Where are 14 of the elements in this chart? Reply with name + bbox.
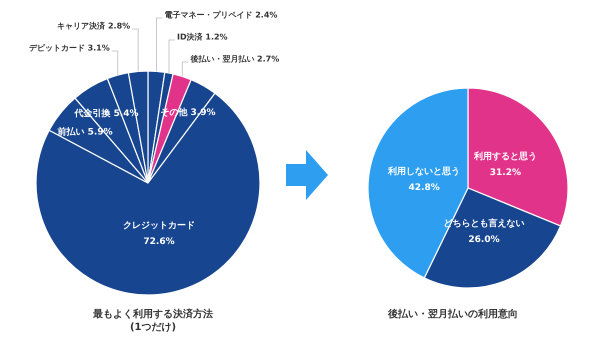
slice-label: ID決済 1.2%	[176, 32, 228, 42]
slice-label: デビットカード 3.1%	[28, 44, 110, 52]
slice-label: クレジットカード	[122, 221, 195, 232]
data-label: 72.6%	[143, 237, 175, 248]
slice-label: 電子マネー・プリペイド 2.4%	[164, 10, 278, 20]
data-label: 42.8%	[408, 182, 440, 193]
slice-label: 利用しないと思う	[387, 166, 460, 177]
slice-label: 利用すると思う	[472, 150, 537, 162]
slice-label: 後払い・翌月払い 2.7%	[189, 54, 280, 64]
slice-label: キャリア決済 2.8%	[57, 20, 130, 30]
data-label: 31.2%	[490, 168, 521, 178]
text: 最もよく利用する決済方法 (1つだけ)	[92, 308, 214, 334]
text: 後払い・翌月払いの利用意向	[386, 308, 519, 321]
data-label: 26.0%	[468, 235, 500, 246]
